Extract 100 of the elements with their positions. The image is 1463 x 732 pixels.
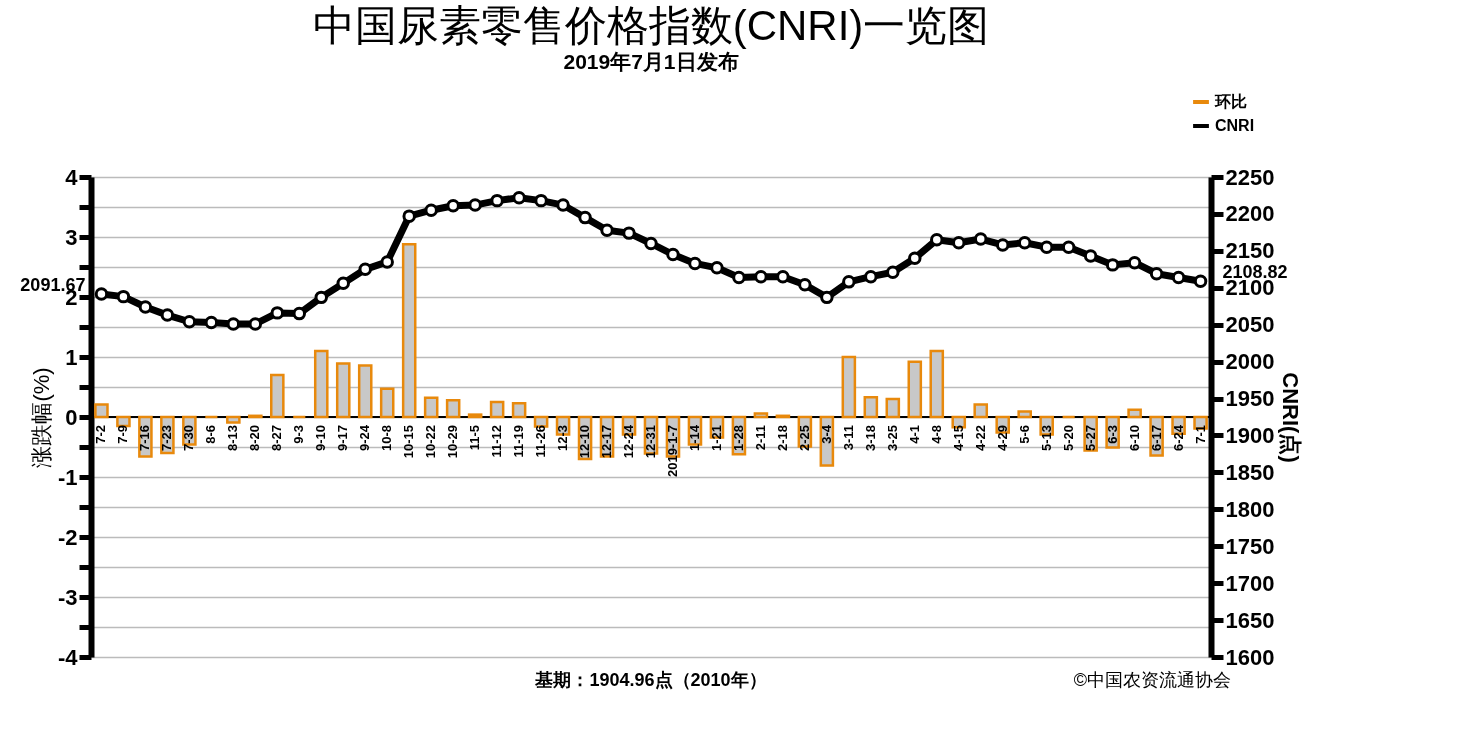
point bbox=[754, 269, 768, 284]
bar bbox=[335, 362, 351, 419]
x-tick-label: 6-17 bbox=[1148, 425, 1164, 452]
y2-tick-label: 1850 bbox=[1225, 459, 1275, 485]
x-tick-label: 7-9 bbox=[115, 425, 131, 444]
y2-tick-label: 1650 bbox=[1225, 607, 1275, 633]
y2-tick-label: 2050 bbox=[1225, 312, 1275, 338]
point bbox=[798, 278, 812, 292]
x-tick-label: 12-24 bbox=[621, 424, 637, 459]
point bbox=[204, 315, 219, 330]
bar bbox=[841, 355, 857, 419]
point bbox=[1061, 240, 1076, 254]
y2-tick-label: 1600 bbox=[1225, 644, 1275, 670]
point bbox=[314, 290, 329, 305]
x-tick-label: 4-8 bbox=[928, 425, 944, 444]
point bbox=[908, 251, 922, 265]
y-axis-title: 涨跌幅(%) bbox=[28, 367, 54, 468]
y-tick-label: -1 bbox=[57, 464, 78, 490]
bar bbox=[489, 400, 505, 419]
bar bbox=[379, 387, 395, 419]
x-tick-label: 5-20 bbox=[1060, 425, 1076, 452]
x-tick-label: 11-26 bbox=[533, 425, 549, 458]
y-tick-label: -2 bbox=[57, 524, 78, 550]
point bbox=[995, 238, 1010, 252]
x-tick-label: 12-10 bbox=[577, 425, 593, 459]
point bbox=[446, 199, 460, 213]
point bbox=[710, 261, 724, 275]
point bbox=[886, 265, 900, 279]
point bbox=[1127, 255, 1142, 270]
point bbox=[424, 203, 438, 217]
y2-axis-title: CNRI(点) bbox=[1278, 372, 1304, 463]
point bbox=[776, 269, 790, 284]
x-tick-label: 1-21 bbox=[708, 425, 724, 452]
point bbox=[468, 198, 482, 212]
x-tick-label: 2019-1-7 bbox=[664, 425, 680, 478]
x-tick-label: 4-22 bbox=[972, 425, 988, 452]
y-tick-label: 0 bbox=[65, 404, 78, 430]
point bbox=[380, 255, 394, 269]
point bbox=[952, 235, 966, 250]
y2-tick-label: 1950 bbox=[1225, 386, 1275, 412]
x-tick-label: 8-6 bbox=[203, 425, 219, 444]
point bbox=[820, 290, 834, 305]
point bbox=[644, 236, 658, 251]
y2-tick-label: 2000 bbox=[1225, 349, 1275, 375]
bar bbox=[357, 364, 373, 419]
bar bbox=[467, 413, 483, 419]
point bbox=[732, 270, 746, 285]
x-tick-label: 11-12 bbox=[489, 425, 505, 458]
x-tick-label: 10-8 bbox=[379, 425, 395, 452]
point bbox=[512, 190, 526, 205]
chart-subtitle: 2019年7月1日发布 bbox=[563, 50, 739, 73]
x-tick-label: 2-11 bbox=[752, 425, 768, 451]
y2-tick-label: 1800 bbox=[1225, 496, 1275, 522]
y-tick-label: -4 bbox=[57, 644, 79, 670]
x-tick-label: 10-22 bbox=[423, 425, 439, 459]
point bbox=[1039, 240, 1054, 254]
point bbox=[270, 306, 285, 320]
x-tick-label: 1-14 bbox=[686, 424, 702, 452]
point bbox=[842, 275, 856, 289]
bar bbox=[885, 397, 901, 419]
point bbox=[622, 226, 636, 240]
x-tick-label: 7-2 bbox=[93, 425, 109, 444]
x-tick-label: 7-16 bbox=[137, 425, 153, 452]
bar bbox=[1017, 410, 1032, 419]
point bbox=[358, 262, 372, 277]
bar bbox=[226, 415, 241, 424]
point bbox=[930, 233, 944, 247]
point bbox=[336, 276, 350, 291]
bar bbox=[929, 349, 945, 419]
y2-tick-label: 1750 bbox=[1225, 533, 1275, 559]
bar bbox=[863, 395, 879, 419]
x-tick-label: 4-1 bbox=[906, 425, 922, 444]
point bbox=[182, 315, 197, 329]
x-tick-label: 4-15 bbox=[950, 425, 966, 452]
x-tick-label: 8-13 bbox=[225, 425, 241, 452]
x-tick-label: 3-25 bbox=[884, 425, 900, 452]
bar bbox=[907, 360, 923, 419]
point bbox=[248, 317, 263, 331]
y2-tick-label: 2150 bbox=[1225, 238, 1275, 264]
x-tick-label: 6-24 bbox=[1170, 424, 1186, 452]
x-tick-label: 4-29 bbox=[994, 425, 1010, 452]
x-tick-label: 9-17 bbox=[335, 425, 351, 452]
point bbox=[402, 209, 416, 223]
x-tick-label: 11-5 bbox=[467, 425, 483, 451]
x-tick-label: 2-18 bbox=[774, 425, 790, 452]
y2-tick-label: 2250 bbox=[1225, 164, 1275, 190]
point bbox=[1171, 270, 1186, 285]
y2-tick-label: 1700 bbox=[1225, 570, 1275, 596]
bar bbox=[423, 396, 439, 419]
point bbox=[1017, 235, 1032, 250]
point bbox=[116, 289, 131, 304]
bar bbox=[401, 242, 417, 419]
y-tick-label: -3 bbox=[57, 584, 78, 610]
point bbox=[490, 193, 504, 208]
y2-tick-label: 1900 bbox=[1225, 422, 1275, 448]
point bbox=[600, 223, 614, 237]
x-tick-label: 5-13 bbox=[1038, 425, 1054, 452]
x-tick-label: 2-25 bbox=[796, 425, 812, 452]
bar bbox=[753, 412, 769, 419]
x-tick-label: 1-28 bbox=[730, 425, 746, 452]
